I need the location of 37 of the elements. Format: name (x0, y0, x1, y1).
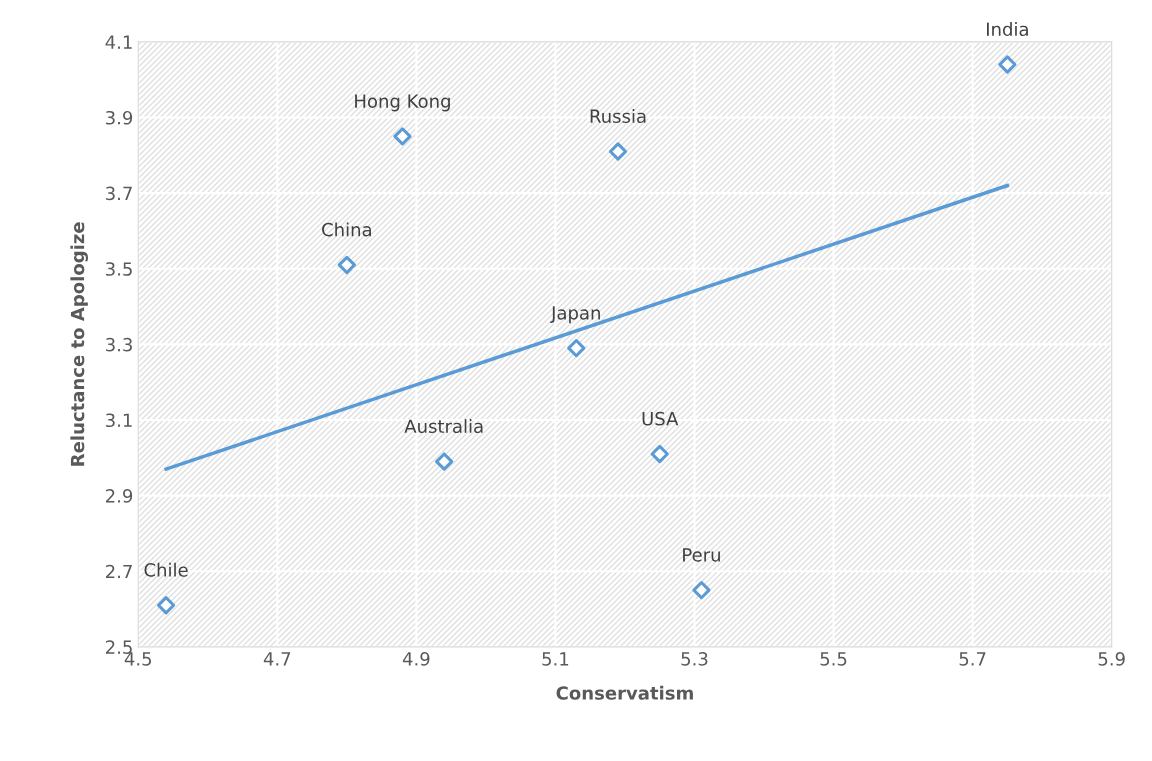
annotation: Hong Kong (355, 94, 450, 112)
point (692, 580, 711, 600)
x-tick-label: 5.7 (959, 652, 986, 666)
y-tick-label: 3.9 (106, 110, 133, 125)
y-tick-label: 4.1 (105, 35, 132, 49)
x-tick-label: 5.1 (542, 652, 569, 666)
x-tick-label: 4.7 (263, 652, 291, 666)
y-tick-label: 2.7 (105, 564, 132, 579)
x-axis-title: Conservatism (556, 685, 693, 700)
annotation: Peru (683, 548, 720, 562)
annotation: Australia (404, 419, 483, 434)
y-tick-label: 3.5 (106, 262, 132, 276)
y-tick-label: 2.9 (105, 489, 133, 503)
x-tick-label: 4.9 (402, 652, 430, 666)
point (567, 339, 586, 358)
point (393, 127, 412, 146)
annotation: India (987, 22, 1028, 37)
point (435, 452, 454, 471)
point (156, 596, 176, 615)
annotation: USA (642, 411, 679, 426)
y-tick-label: 3.7 (106, 186, 132, 201)
y-tick-label: 3.3 (106, 337, 132, 352)
point (650, 444, 669, 464)
y-tick-label: 3.1 (106, 413, 132, 428)
x-tick-label: 5.9 (1098, 652, 1125, 666)
point (608, 142, 628, 161)
y-axis-title: Reluctance to Apologize (70, 222, 88, 466)
point (998, 55, 1017, 74)
point (337, 255, 356, 275)
annotation: Chile (144, 562, 188, 577)
annotation: Russia (590, 109, 646, 124)
y-tick-label: 2.5 (105, 640, 132, 654)
annotation: China (322, 222, 371, 237)
x-tick-label: 4.5 (124, 652, 152, 666)
x-tick-label: 5.5 (820, 652, 847, 666)
x-tick-label: 5.3 (681, 652, 708, 666)
annotation: Japan (550, 306, 600, 324)
